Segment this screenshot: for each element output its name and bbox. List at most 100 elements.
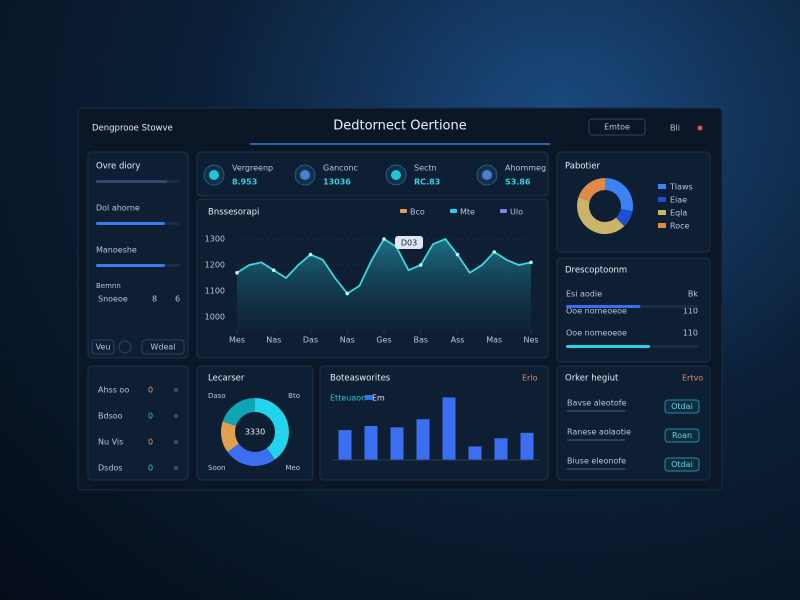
page-title: Dedtornect Oertione: [333, 119, 467, 134]
donut-segment: [578, 178, 605, 202]
list-label: Ranese aolaotie: [567, 428, 631, 437]
kpi-icon-dot: [209, 170, 219, 180]
y-tick-label: 1300: [205, 235, 225, 244]
kpi-label: Sectn: [414, 164, 437, 173]
sidebar-panel: [87, 151, 189, 359]
line-area: [237, 239, 531, 330]
legend-swatch: [365, 395, 373, 400]
cell: Nu Vis: [98, 438, 123, 447]
progress-panel: [556, 257, 711, 363]
panel-title: Boteasworites: [330, 374, 391, 384]
cell: 0: [148, 438, 153, 447]
legend-swatch: [658, 184, 666, 189]
legend-swatch: [658, 223, 666, 228]
brand: Dengprooe Stowve: [92, 124, 173, 134]
kpi-value: 13036: [323, 178, 351, 187]
row-label: Snoeoe: [98, 295, 128, 304]
progress-bar: [566, 345, 650, 348]
kpi-value: S3.86: [505, 178, 531, 187]
list-panel: [556, 365, 711, 481]
link[interactable]: Erlo: [522, 374, 538, 383]
legend-swatch: [658, 197, 666, 202]
donut-segment: [615, 208, 633, 227]
list-button[interactable]: [664, 457, 700, 472]
cell: Bdsoo: [98, 412, 123, 421]
y-tick-label: 1000: [205, 313, 225, 322]
line-point: [271, 268, 276, 273]
kpi-icon-dot: [300, 170, 310, 180]
donut-segment: [577, 197, 625, 234]
kpi-icon-dot: [482, 170, 492, 180]
donut-segment: [227, 443, 275, 466]
donut-center: 3330: [245, 428, 265, 437]
donut-segment: [222, 398, 255, 426]
legend-label: Ulo: [510, 208, 523, 217]
action-label[interactable]: Bli: [670, 124, 680, 133]
list-button-label: Otdai: [671, 402, 693, 411]
list-button-label: Roan: [672, 431, 692, 440]
y-tick-label: 1100: [205, 287, 225, 296]
bar-label: Manoeshe: [96, 246, 137, 255]
tooltip-label: D03: [401, 239, 417, 248]
legend-label: Eqla: [670, 209, 687, 218]
status-dot: [174, 466, 178, 470]
x-tick-label: Mes: [229, 336, 245, 345]
progress-bar: [96, 180, 168, 183]
icon-button[interactable]: [118, 340, 132, 354]
line-point: [308, 252, 313, 257]
legend-label: Tlaws: [669, 183, 693, 192]
row-label: Ooe nomeoeoe: [566, 307, 627, 316]
panel-title: Pabotier: [565, 162, 600, 172]
list-label: Biuse eleonofe: [567, 457, 626, 466]
progress-bar: [96, 264, 165, 267]
cell: Dsdos: [98, 464, 122, 473]
button-label: Veu: [96, 343, 111, 352]
tooltip: [395, 236, 423, 249]
line-point: [529, 260, 533, 265]
x-tick-label: Ges: [376, 336, 391, 345]
table-panel: [87, 365, 189, 481]
bar: [416, 419, 430, 460]
cell: Ahss oo: [98, 386, 129, 395]
bar: [442, 397, 456, 460]
row-value: 6: [175, 295, 180, 304]
link[interactable]: Ertvo: [682, 374, 703, 383]
legend-swatch: [658, 210, 666, 215]
row-value: 110: [683, 329, 698, 338]
cell: 0: [148, 464, 153, 473]
list-button[interactable]: [664, 399, 700, 414]
list-button[interactable]: [664, 428, 700, 443]
x-tick-label: Das: [303, 336, 318, 345]
x-tick-label: Nes: [523, 336, 538, 345]
bar: [520, 432, 534, 460]
line-point: [492, 250, 497, 254]
cell: 0: [148, 412, 153, 421]
button[interactable]: [141, 339, 185, 355]
x-tick-label: Bas: [413, 336, 428, 345]
action-button[interactable]: [588, 118, 646, 136]
bar: [364, 426, 378, 460]
x-tick-label: Nas: [340, 336, 355, 345]
list-button-label: Otdai: [671, 460, 693, 469]
status-dot: [174, 440, 178, 444]
y-tick-label: 1200: [205, 261, 225, 270]
button[interactable]: [91, 339, 115, 355]
panel-title: Orker hegiut: [565, 374, 619, 384]
action-label: Emtoe: [604, 123, 630, 132]
bar: [390, 427, 404, 460]
kpi-label: Vergreenp: [232, 164, 273, 173]
donut-segment: [605, 178, 633, 212]
row-value: Bk: [688, 290, 698, 299]
status-dot: [174, 414, 178, 418]
kpi-value: 8.953: [232, 178, 257, 187]
corner-label: Daso: [208, 392, 226, 400]
line-point: [345, 291, 350, 296]
legend-label: Bco: [410, 208, 425, 217]
panel-title: Drescoptoonm: [565, 266, 627, 276]
line-point: [235, 271, 239, 275]
bar: [468, 446, 482, 460]
bar: [338, 430, 352, 460]
list-label: Bavse aleotofe: [567, 399, 627, 408]
progress-bar: [566, 305, 641, 308]
legend-swatch: [450, 209, 457, 213]
